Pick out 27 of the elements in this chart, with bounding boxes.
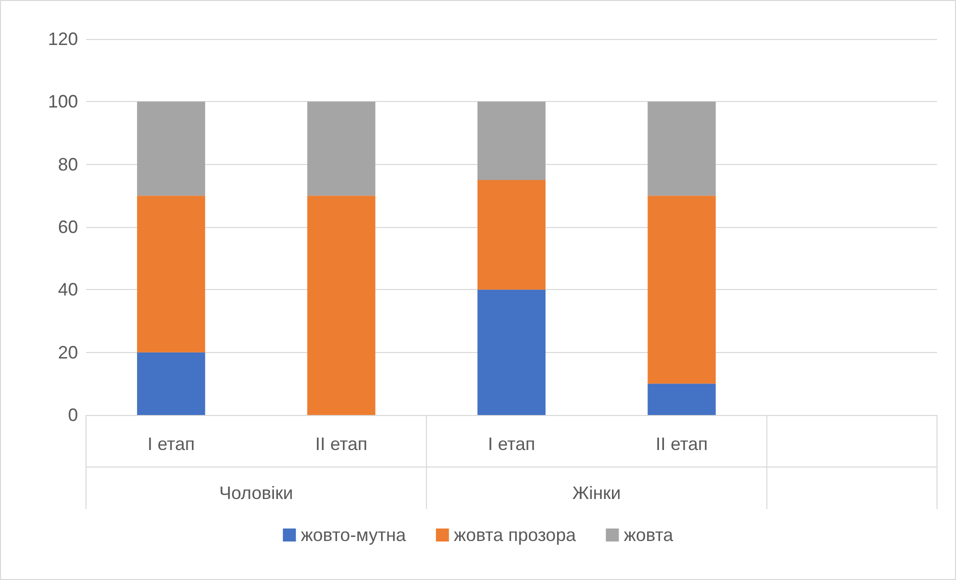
y-tick-label: 60 [58,217,78,237]
bar [307,102,376,196]
x-tick-label: II етап [656,434,708,454]
bar [137,102,206,196]
bar [307,196,376,415]
bar [648,196,716,384]
text: Жінки [572,483,621,503]
x-tick-label: I етап [147,434,195,454]
legend-label: жовта [624,525,674,545]
bar [648,384,716,415]
legend-label: жовта прозора [454,525,577,545]
y-tick-label: 80 [58,154,78,174]
x-tick-label: I етап [488,434,536,454]
bar [137,196,206,352]
y-tick-label: 100 [48,92,78,112]
text: Чоловіки [219,483,294,503]
bar [477,290,546,415]
bar [137,352,206,415]
bar [648,102,716,196]
bar [477,180,546,290]
y-tick-label: 0 [68,405,78,425]
y-tick-label: 40 [58,280,78,300]
bar [477,102,546,180]
y-tick-label: 120 [48,29,78,49]
legend-label: жовто-мутна [300,525,407,545]
x-tick-label: II етап [315,434,368,454]
y-tick-label: 20 [58,342,78,362]
